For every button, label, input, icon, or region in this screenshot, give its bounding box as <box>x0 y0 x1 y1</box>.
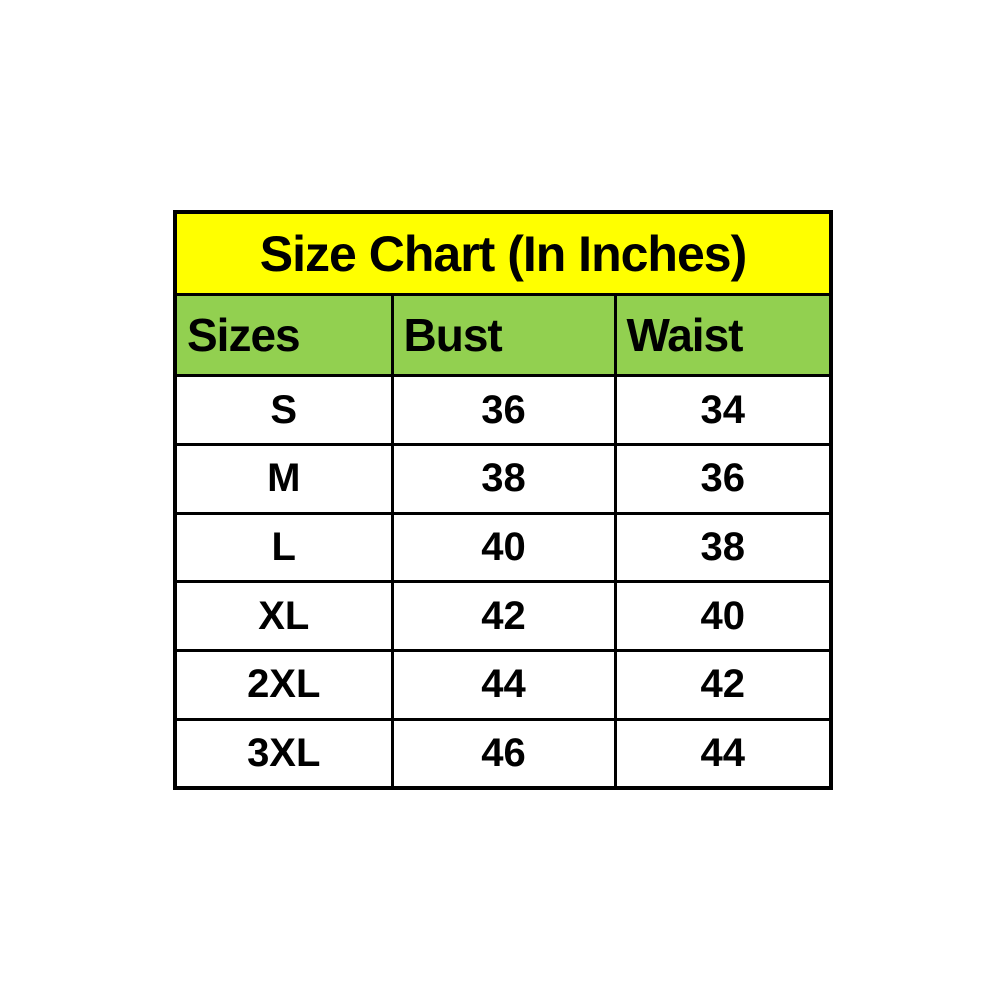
size-cell: XL <box>173 580 394 652</box>
table-row: M 38 36 <box>173 442 833 515</box>
column-header-bust: Bust <box>390 293 617 378</box>
table-row: L 40 38 <box>173 511 833 584</box>
bust-cell: 46 <box>390 717 617 790</box>
bust-cell: 40 <box>390 511 617 584</box>
waist-cell: 38 <box>613 511 833 584</box>
bust-cell: 42 <box>390 580 617 652</box>
size-chart-header-row: Sizes Bust Waist <box>173 293 833 378</box>
size-cell: 3XL <box>173 717 394 790</box>
size-cell: S <box>173 374 394 446</box>
size-cell: M <box>173 442 394 515</box>
waist-cell: 40 <box>613 580 833 652</box>
bust-cell: 36 <box>390 374 617 446</box>
size-chart-table: Size Chart (In Inches) Sizes Bust Waist … <box>173 210 834 790</box>
waist-cell: 44 <box>613 717 833 790</box>
size-cell: 2XL <box>173 649 394 721</box>
table-row: XL 42 40 <box>173 580 833 652</box>
table-row: S 36 34 <box>173 374 833 446</box>
column-header-waist: Waist <box>613 293 833 378</box>
waist-cell: 34 <box>613 374 833 446</box>
bust-cell: 38 <box>390 442 617 515</box>
bust-cell: 44 <box>390 649 617 721</box>
size-chart: Size Chart (In Inches) Sizes Bust Waist … <box>173 210 834 790</box>
waist-cell: 42 <box>613 649 833 721</box>
table-row: 2XL 44 42 <box>173 649 833 721</box>
size-chart-title-row: Size Chart (In Inches) <box>173 210 833 297</box>
waist-cell: 36 <box>613 442 833 515</box>
size-chart-title: Size Chart (In Inches) <box>173 210 833 297</box>
table-row: 3XL 46 44 <box>173 717 833 790</box>
size-cell: L <box>173 511 394 584</box>
column-header-sizes: Sizes <box>173 293 394 378</box>
